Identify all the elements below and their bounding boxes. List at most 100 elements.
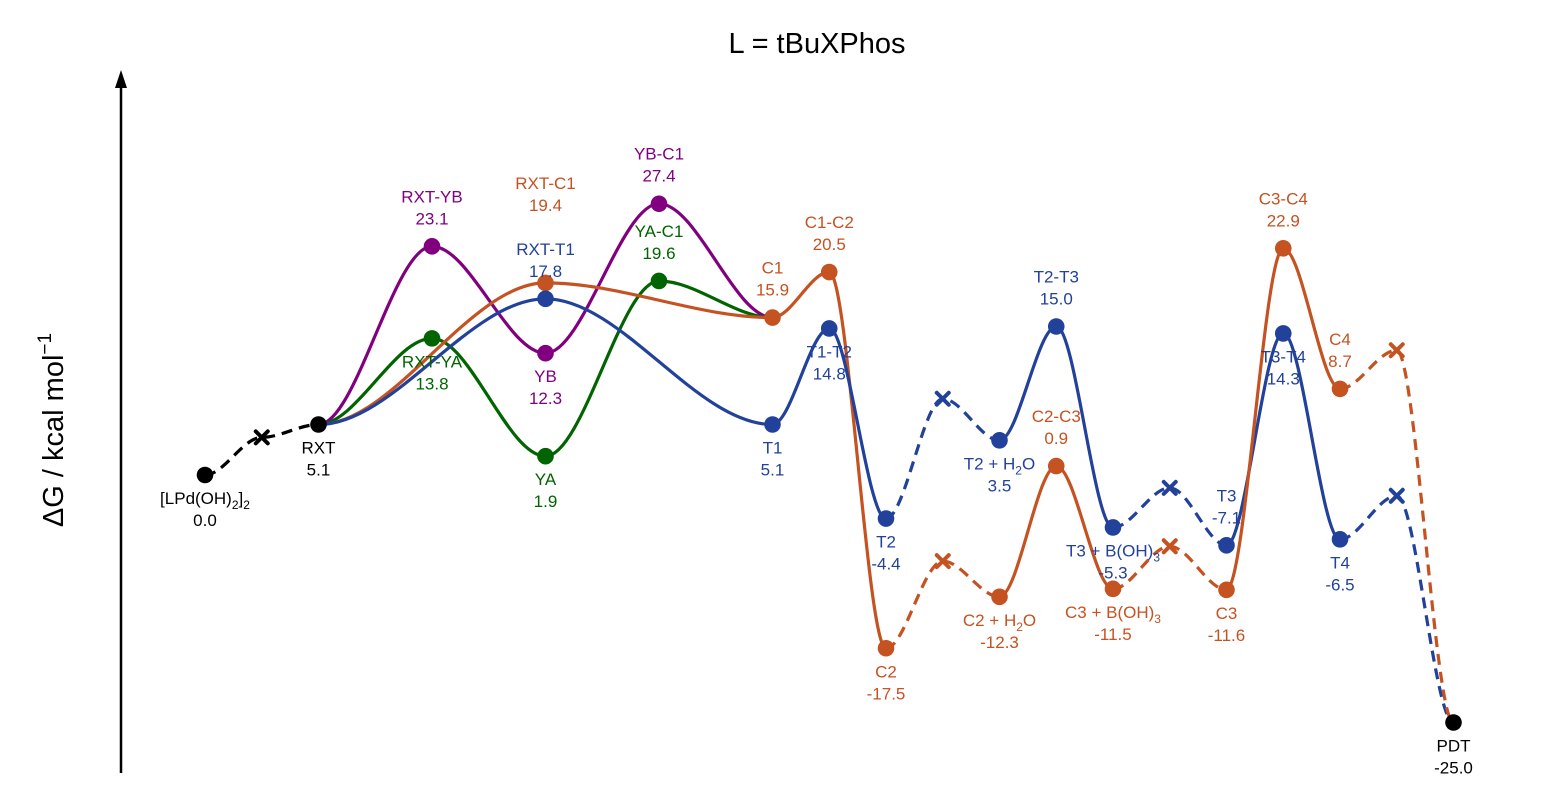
point-c3 — [1218, 581, 1235, 599]
label-name: T2 + H2​O — [964, 454, 1035, 477]
label-value: 13.8 — [415, 374, 448, 393]
point-rxtc1 — [537, 274, 554, 292]
label-value: 22.9 — [1267, 211, 1300, 230]
point-c2 — [877, 639, 895, 657]
state-labels: [LPd(OH)2​]2​0.0 RXT 5.1 RXT-YB 23.1 RXT-YA 13… — [160, 145, 1473, 778]
label-name: C2-C3 — [1032, 407, 1081, 426]
label-value: -12.3 — [980, 633, 1019, 652]
path-orange-d1 — [885, 559, 1000, 650]
label-c3b: C3 + B(OH)3​-11.5 — [1065, 603, 1161, 644]
label-value: -25.0 — [1434, 759, 1473, 778]
label-rxtc1: RXT-C1 19.4 — [515, 174, 575, 215]
label-t3t4: T3-T4 14.3 — [1261, 347, 1306, 388]
point-lpd — [196, 466, 214, 484]
label-t1t2: T1-T2 14.8 — [807, 342, 852, 383]
point-t2t3 — [1047, 318, 1065, 335]
label-rxtyb: RXT-YB 23.1 — [401, 187, 462, 228]
point-t4 — [1331, 531, 1349, 548]
label-c1: C1 15.9 — [756, 259, 789, 300]
label-name: PDT — [1437, 737, 1471, 756]
label-value: 3.5 — [988, 476, 1012, 495]
point-ya — [537, 447, 554, 465]
point-rxtya — [423, 330, 441, 347]
label-name: RXT-YA — [402, 352, 463, 371]
label-value: 27.4 — [642, 167, 675, 186]
path-orange-d3 — [1339, 348, 1456, 725]
label-name: C3-C4 — [1259, 189, 1308, 208]
label-c3c4: C3-C4 22.9 — [1259, 189, 1308, 230]
y-axis-label: ΔG / kcal mol−1 — [35, 333, 70, 527]
point-t3b — [1104, 519, 1122, 536]
crossing-marker-x1 — [253, 429, 270, 446]
label-name: C3 — [1216, 604, 1238, 623]
label-name: RXT-C1 — [515, 174, 575, 193]
point-t1t2 — [820, 320, 838, 337]
crossing-marker-x6 — [1388, 342, 1405, 359]
label-yac1: YA-C1 19.6 — [635, 222, 684, 263]
path-orange-c — [1224, 246, 1341, 592]
label-t3: T3 -7.1 — [1212, 486, 1241, 527]
crossing-marker-x3 — [934, 553, 951, 570]
label-value: 1.9 — [534, 492, 558, 511]
label-lpd: [LPd(OH)2​]2​0.0 — [160, 489, 250, 530]
point-t2h — [991, 432, 1008, 449]
point-c2h — [991, 588, 1008, 606]
crossing-marker-x7 — [1388, 487, 1405, 504]
label-name: C1 — [762, 259, 784, 278]
path-blue-a — [318, 297, 887, 521]
label-name: YA-C1 — [635, 222, 684, 241]
point-c2c3 — [1047, 457, 1065, 475]
label-value: 12.3 — [529, 389, 562, 408]
label-value: 0.9 — [1044, 429, 1068, 448]
point-c1 — [764, 309, 781, 326]
path-blue-d3 — [1339, 494, 1455, 725]
label-value: 14.3 — [1267, 369, 1300, 388]
path-blue-d2 — [1112, 486, 1227, 547]
label-t3b: T3 + B(OH)3​-5.3 — [1066, 541, 1160, 582]
label-name: C4 — [1329, 330, 1351, 349]
point-rxtyb — [423, 238, 441, 255]
label-value: 20.5 — [813, 235, 846, 254]
label-c3: C3 -11.6 — [1208, 604, 1246, 645]
label-name: RXT — [302, 439, 336, 458]
label-value: 15.9 — [756, 281, 789, 300]
label-rxtt1: RXT-T1 17.8 — [516, 240, 575, 281]
label-value: 19.4 — [529, 196, 562, 215]
label-value: -7.1 — [1212, 508, 1241, 527]
label-value: 17.8 — [529, 262, 562, 281]
label-t4: T4 -6.5 — [1325, 553, 1354, 594]
state-markers — [196, 195, 1462, 731]
label-rxtya: RXT-YA 13.8 — [402, 352, 463, 393]
label-name: YB-C1 — [634, 145, 684, 164]
point-yac1 — [650, 272, 668, 290]
label-name: YB — [534, 367, 557, 386]
label-name: RXT-T1 — [516, 240, 575, 259]
label-name: T2-T3 — [1034, 268, 1079, 287]
label-ybc1: YB-C1 27.4 — [634, 145, 684, 186]
label-yb: YB 12.3 — [529, 367, 562, 408]
crossing-marker-x2 — [934, 390, 951, 407]
label-name: T1 — [763, 439, 783, 458]
label-value: 15.0 — [1040, 290, 1073, 309]
crossing-marker-x4 — [1161, 479, 1178, 496]
label-name: T2 — [876, 533, 896, 552]
label-t2h: T2 + H2​O3.5 — [964, 454, 1035, 495]
label-c2c3: C2-C3 0.9 — [1032, 407, 1081, 448]
label-rxt: RXT 5.1 — [302, 439, 336, 480]
label-c2h: C2 + H2​O-12.3 — [963, 611, 1036, 652]
label-value: 8.7 — [1328, 352, 1352, 371]
label-value: 19.6 — [642, 244, 675, 263]
label-value: -4.4 — [871, 555, 900, 574]
label-t2t3: T2-T3 15.0 — [1034, 268, 1079, 309]
label-value: 5.1 — [307, 461, 331, 480]
point-t3 — [1218, 536, 1235, 554]
label-name: T4 — [1330, 553, 1350, 572]
point-t1 — [764, 416, 781, 433]
path-lpd-rxt — [204, 422, 319, 477]
point-t2 — [877, 510, 895, 527]
label-value: -5.3 — [1098, 563, 1127, 582]
label-c4: C4 8.7 — [1328, 330, 1352, 371]
point-rxt — [310, 416, 327, 433]
point-ybc1 — [650, 195, 668, 213]
